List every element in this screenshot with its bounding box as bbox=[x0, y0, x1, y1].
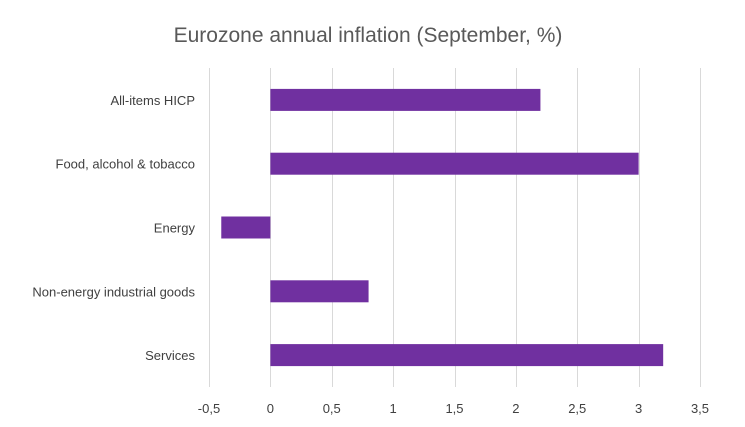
x-tick-label: 1 bbox=[390, 401, 397, 416]
category-label: All-items HICP bbox=[110, 93, 195, 108]
x-tick-label: 2,5 bbox=[568, 401, 586, 416]
category-label: Services bbox=[145, 348, 195, 363]
bars bbox=[221, 88, 664, 367]
x-tick-label: 2 bbox=[512, 401, 519, 416]
x-tick-labels: -0,5 0 0,5 1 1,5 2 2,5 3 3,5 bbox=[198, 401, 709, 416]
category-label: Energy bbox=[154, 221, 196, 236]
x-tick-label: 0 bbox=[267, 401, 274, 416]
category-labels: All-items HICP Food, alcohol & tobacco Ene… bbox=[32, 93, 195, 363]
x-tick-label: -0,5 bbox=[198, 401, 220, 416]
x-tick-label: 3 bbox=[635, 401, 642, 416]
bar bbox=[270, 280, 369, 303]
category-label: Food, alcohol & tobacco bbox=[56, 157, 195, 172]
x-tick-label: 3,5 bbox=[691, 401, 709, 416]
bar bbox=[270, 88, 541, 111]
bar bbox=[221, 216, 271, 239]
x-tick-label: 1,5 bbox=[445, 401, 463, 416]
chart-title: Eurozone annual inflation (September, %) bbox=[174, 24, 563, 47]
bar bbox=[270, 344, 664, 367]
x-tick-label: 0,5 bbox=[323, 401, 341, 416]
bar bbox=[270, 152, 639, 175]
gridlines bbox=[209, 68, 701, 387]
category-label: Non-energy industrial goods bbox=[32, 284, 195, 299]
